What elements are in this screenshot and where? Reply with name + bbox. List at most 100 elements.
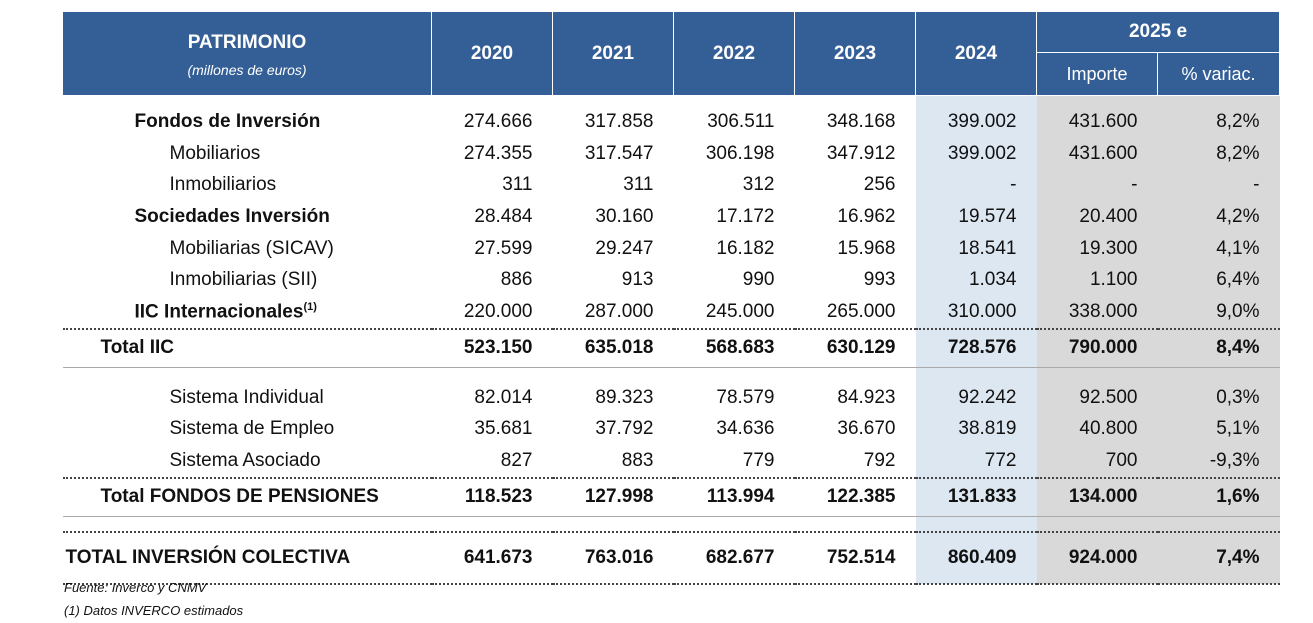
header-subtitle: (millones de euros) bbox=[187, 61, 307, 78]
table-cell: 40.800 bbox=[1036, 413, 1158, 446]
header-variac: % variac. bbox=[1157, 52, 1280, 96]
table-cell: 8,4% bbox=[1157, 327, 1280, 368]
table-cell: 641.673 bbox=[431, 530, 553, 585]
total-row: Total IIC 523.150 635.018 568.683 630.12… bbox=[62, 327, 1280, 368]
row-label: Mobiliarias (SICAV) bbox=[169, 237, 334, 259]
table-cell: 36.670 bbox=[837, 418, 896, 440]
table-cell: 311 bbox=[502, 174, 533, 196]
row-label: Sistema Asociado bbox=[169, 450, 321, 472]
table-row: IIC Internacionales(1) 220.000 287.000 2… bbox=[63, 296, 1280, 329]
row-label-iic-internacionales: IIC Internacionales(1) bbox=[63, 296, 432, 329]
table-cell: 1,6% bbox=[1157, 476, 1280, 517]
table-cell: 317.858 bbox=[584, 110, 654, 132]
table-cell: 134.000 bbox=[1036, 476, 1158, 517]
table-cell: 6,4% bbox=[1157, 264, 1280, 297]
table-cell: 311 bbox=[623, 174, 654, 196]
table-cell: 16.962 bbox=[837, 205, 896, 227]
table-cell: 28.484 bbox=[474, 205, 533, 227]
table-cell: 92.242 bbox=[915, 381, 1037, 414]
table-cell: 700 bbox=[1036, 445, 1158, 478]
table-cell: 34.636 bbox=[716, 418, 775, 440]
table-cell: 993 bbox=[863, 269, 896, 291]
row-label: Sociedades Inversión bbox=[134, 205, 330, 227]
table-cell: 8,2% bbox=[1157, 106, 1280, 138]
table-cell: 127.998 bbox=[552, 476, 674, 517]
row-label: Mobiliarios bbox=[169, 142, 261, 164]
table-cell: 306.198 bbox=[705, 142, 775, 164]
table-cell: 990 bbox=[742, 269, 775, 291]
table-row: Inmobiliarias (SII) 886 913 990 993 1.03… bbox=[63, 264, 1280, 297]
table-row: Sistema Asociado 827 883 779 792 772 700… bbox=[63, 445, 1280, 478]
footnote: (1) Datos INVERCO estimados bbox=[64, 603, 244, 618]
table-cell: 5,1% bbox=[1157, 413, 1280, 446]
table-cell: 1.034 bbox=[915, 264, 1037, 297]
table-cell: 37.792 bbox=[595, 418, 654, 440]
table-cell: 38.819 bbox=[915, 413, 1037, 446]
patrimonio-table: PATRIMONIO (millones de euros) 2020 2021… bbox=[62, 11, 1280, 585]
table-cell: 35.681 bbox=[474, 418, 533, 440]
footnote-marker: (1) bbox=[303, 300, 317, 313]
table-cell: 78.579 bbox=[716, 386, 775, 408]
header-year-2022: 2022 bbox=[673, 11, 795, 96]
header-year-2023: 2023 bbox=[794, 11, 916, 96]
table-cell: 19.574 bbox=[915, 201, 1037, 233]
table-cell: 287.000 bbox=[584, 300, 654, 322]
table-cell: 17.172 bbox=[716, 205, 775, 227]
row-label: TOTAL INVERSIÓN COLECTIVA bbox=[62, 530, 432, 585]
total-row: Total FONDOS DE PENSIONES 118.523 127.99… bbox=[62, 476, 1280, 517]
table-cell: 913 bbox=[621, 269, 654, 291]
source-note: Fuente: Inverco y CNMV bbox=[64, 580, 207, 595]
table-cell: 630.129 bbox=[794, 327, 916, 368]
table-cell: 18.541 bbox=[915, 232, 1037, 265]
table-cell: 1.100 bbox=[1036, 264, 1158, 297]
table-cell: 245.000 bbox=[705, 300, 775, 322]
table-cell: 19.300 bbox=[1036, 232, 1158, 265]
table-cell: 523.150 bbox=[431, 327, 553, 368]
header-importe: Importe bbox=[1036, 52, 1158, 96]
table-cell: 4,1% bbox=[1157, 232, 1280, 265]
table-cell: 635.018 bbox=[552, 327, 674, 368]
row-label: IIC Internacionales bbox=[134, 301, 304, 323]
table-cell: 256 bbox=[863, 174, 896, 196]
table-cell: 118.523 bbox=[431, 476, 553, 517]
table-cell: 348.168 bbox=[826, 110, 896, 132]
table-cell: - bbox=[1157, 169, 1280, 202]
table-cell: 924.000 bbox=[1036, 530, 1158, 585]
table-cell: 883 bbox=[621, 450, 654, 472]
row-label: Total FONDOS DE PENSIONES bbox=[62, 476, 432, 517]
table-cell: 568.683 bbox=[673, 327, 795, 368]
table-row: Mobiliarias (SICAV) 27.599 29.247 16.182… bbox=[63, 232, 1280, 265]
row-label: Total IIC bbox=[62, 327, 432, 368]
table-cell: 790.000 bbox=[1036, 327, 1158, 368]
table-cell: 347.912 bbox=[826, 142, 896, 164]
table-row: Sociedades Inversión 28.484 30.160 17.17… bbox=[63, 201, 1280, 233]
table-cell: 7,4% bbox=[1157, 530, 1280, 585]
table-cell: 752.514 bbox=[794, 530, 916, 585]
table-cell: 728.576 bbox=[915, 327, 1037, 368]
table-cell: 122.385 bbox=[794, 476, 916, 517]
grand-total-row: TOTAL INVERSIÓN COLECTIVA 641.673 763.01… bbox=[62, 530, 1280, 585]
table-row: Inmobiliarios 311 311 312 256 - - - bbox=[63, 169, 1280, 202]
table-cell: 29.247 bbox=[595, 237, 654, 259]
row-label: Sistema Individual bbox=[169, 386, 324, 408]
table-cell: 4,2% bbox=[1157, 201, 1280, 233]
table-cell: 8,2% bbox=[1157, 137, 1280, 170]
table-cell: 772 bbox=[915, 445, 1037, 478]
table-cell: 860.409 bbox=[915, 530, 1037, 585]
header-year-2020: 2020 bbox=[431, 11, 553, 96]
table-cell: 113.994 bbox=[673, 476, 795, 517]
table-cell: 265.000 bbox=[826, 300, 896, 322]
table-cell: 274.666 bbox=[463, 110, 533, 132]
table-cell: 763.016 bbox=[552, 530, 674, 585]
table-cell: 431.600 bbox=[1036, 106, 1158, 138]
header-year-2024: 2024 bbox=[915, 11, 1037, 96]
table-cell: 220.000 bbox=[463, 300, 533, 322]
row-label: Inmobiliarias (SII) bbox=[169, 269, 318, 291]
table-cell: - bbox=[1036, 169, 1158, 202]
row-label: Sistema de Empleo bbox=[169, 418, 335, 440]
header-estimate-year: 2025 e bbox=[1036, 11, 1280, 53]
table-cell: 274.355 bbox=[463, 142, 533, 164]
header-title: PATRIMONIO bbox=[187, 31, 307, 53]
table-cell: 82.014 bbox=[474, 386, 533, 408]
table-cell: 0,3% bbox=[1157, 381, 1280, 414]
